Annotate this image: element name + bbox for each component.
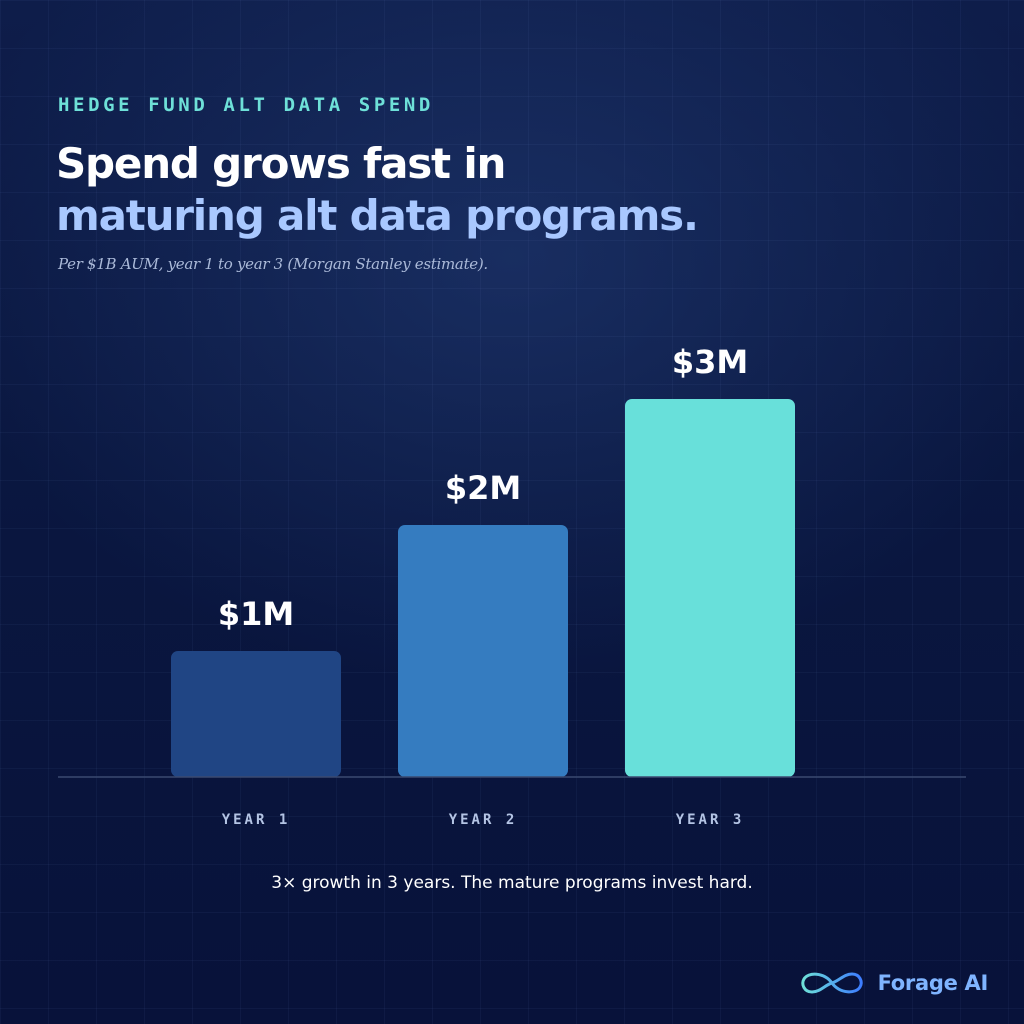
value-label-2: $2M	[445, 469, 521, 507]
subtitle: Per $1B AUM, year 1 to year 3 (Morgan St…	[58, 255, 488, 273]
chart-caption: 3× growth in 3 years. The mature program…	[271, 873, 753, 893]
value-label-3: $3M	[672, 343, 748, 381]
bar-1	[171, 651, 341, 777]
headline-line-1: Spend grows fast in	[56, 139, 506, 188]
x-tick-label-2: YEAR 2	[449, 812, 518, 828]
headline-line-2: maturing alt data programs.	[56, 191, 699, 240]
bar-group	[171, 399, 795, 777]
bar-2	[398, 525, 568, 777]
brand-name: Forage AI	[877, 971, 989, 995]
label-group: $1M YEAR 1 $2M YEAR 2 $3M YEAR 3	[218, 343, 748, 828]
headline: Spend grows fast in maturing alt data pr…	[56, 138, 699, 242]
brand-logo: Forage AI	[794, 970, 988, 996]
bar-3	[625, 399, 795, 777]
eyebrow-label: HEDGE FUND ALT DATA SPEND	[58, 94, 434, 116]
infinity-logo-icon	[800, 972, 863, 994]
x-tick-label-1: YEAR 1	[222, 812, 291, 828]
value-label-1: $1M	[218, 595, 294, 633]
x-tick-label-3: YEAR 3	[676, 812, 745, 828]
